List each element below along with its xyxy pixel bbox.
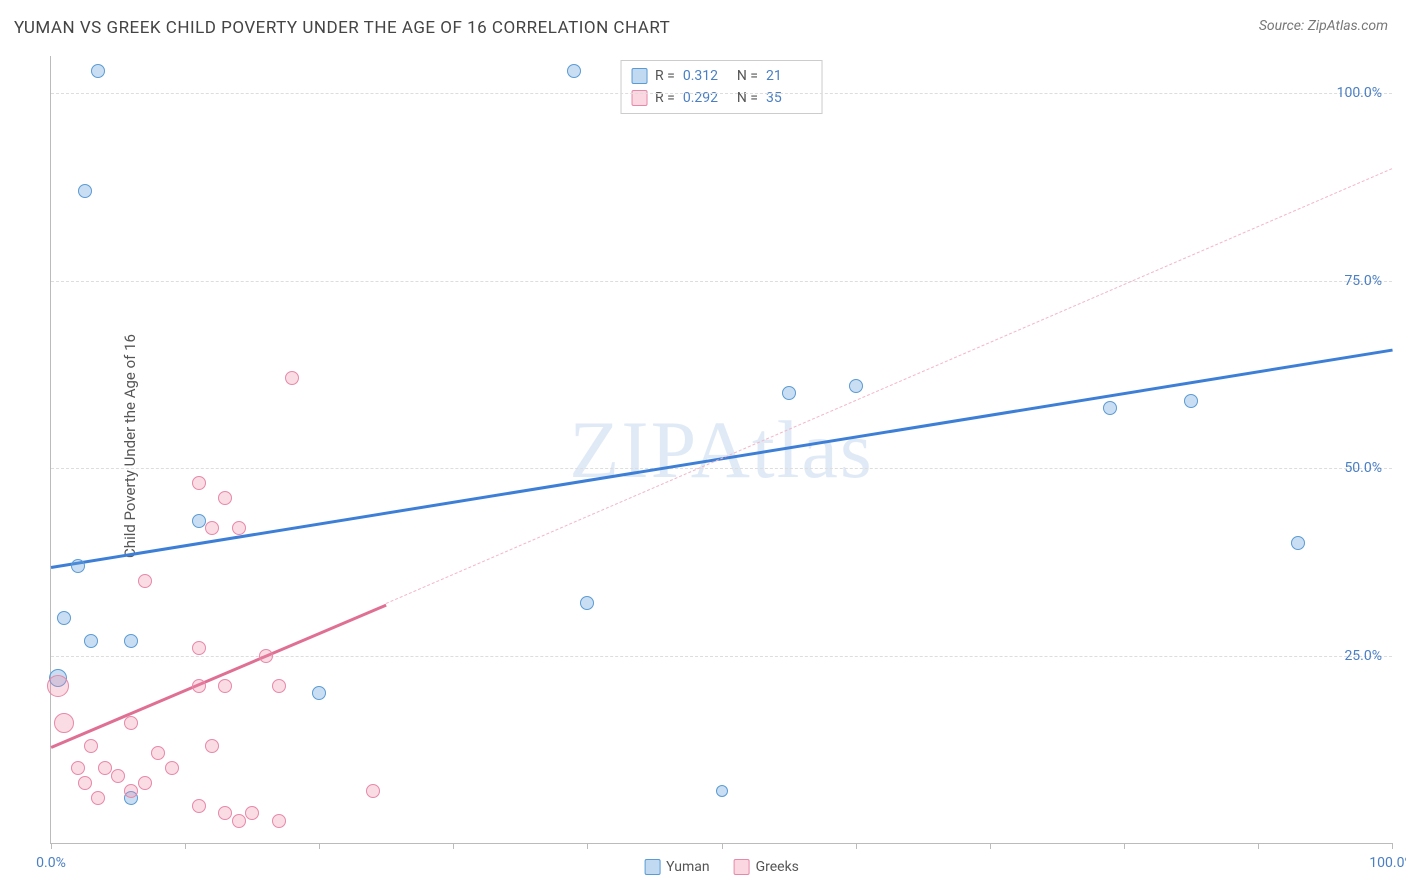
r-label: R = <box>655 87 675 109</box>
y-tick-label: 25.0% <box>1344 648 1382 664</box>
data-point-greeks <box>218 679 232 693</box>
source-attribution: Source: ZipAtlas.com <box>1259 18 1388 34</box>
x-tick <box>453 843 454 849</box>
data-point-greeks <box>78 776 92 790</box>
data-point-greeks <box>205 739 219 753</box>
source-name: ZipAtlas.com <box>1308 18 1388 34</box>
data-point-greeks <box>71 761 85 775</box>
data-point-greeks <box>165 761 179 775</box>
data-point-greeks <box>272 679 286 693</box>
y-tick-label: 50.0% <box>1344 460 1382 476</box>
data-point-yuman <box>78 184 92 198</box>
data-point-yuman <box>782 386 796 400</box>
source-label: Source: <box>1259 18 1308 34</box>
legend-row-greeks: R = 0.292 N = 35 <box>631 87 812 109</box>
chart-title: YUMAN VS GREEK CHILD POVERTY UNDER THE A… <box>14 18 670 38</box>
x-tick <box>856 843 857 849</box>
legend-row-yuman: R = 0.312 N = 21 <box>631 65 812 87</box>
data-point-yuman <box>57 611 71 625</box>
gridline <box>51 93 1392 94</box>
data-point-greeks <box>192 679 206 693</box>
legend-swatch-pink <box>734 859 750 875</box>
data-point-yuman <box>716 785 728 797</box>
x-tick <box>1258 843 1259 849</box>
plot-area: ZIPAtlas R = 0.312 N = 21 R = 0.292 N = … <box>50 56 1392 844</box>
chart-container: YUMAN VS GREEK CHILD POVERTY UNDER THE A… <box>0 0 1406 892</box>
data-point-greeks <box>366 784 380 798</box>
n-label: N = <box>737 65 758 87</box>
data-point-yuman <box>312 686 326 700</box>
x-tick-label: 100.0% <box>1369 855 1406 871</box>
data-point-greeks <box>205 521 219 535</box>
watermark: ZIPAtlas <box>569 403 874 497</box>
data-point-greeks <box>192 476 206 490</box>
data-point-greeks <box>232 521 246 535</box>
data-point-yuman <box>1291 536 1305 550</box>
data-point-greeks <box>272 814 286 828</box>
r-value: 0.292 <box>683 87 729 109</box>
gridline <box>51 468 1392 469</box>
data-point-greeks <box>124 784 138 798</box>
data-point-yuman <box>84 634 98 648</box>
data-point-yuman <box>580 596 594 610</box>
data-point-greeks <box>91 791 105 805</box>
x-tick <box>51 843 52 849</box>
x-tick <box>722 843 723 849</box>
x-tick-label: 0.0% <box>36 855 66 871</box>
data-point-yuman <box>91 64 105 78</box>
data-point-greeks <box>138 776 152 790</box>
y-tick-label: 75.0% <box>1344 273 1382 289</box>
data-point-greeks <box>259 649 273 663</box>
data-point-yuman <box>1103 401 1117 415</box>
data-point-greeks <box>84 739 98 753</box>
regression-line-dashed-greeks <box>386 168 1392 604</box>
x-tick <box>1124 843 1125 849</box>
data-point-yuman <box>567 64 581 78</box>
x-tick <box>587 843 588 849</box>
data-point-yuman <box>192 514 206 528</box>
data-point-greeks <box>111 769 125 783</box>
data-point-greeks <box>218 806 232 820</box>
x-tick <box>990 843 991 849</box>
legend-swatch-blue <box>631 68 647 84</box>
data-point-greeks <box>151 746 165 760</box>
gridline <box>51 656 1392 657</box>
legend-item-yuman: Yuman <box>644 859 709 875</box>
data-point-greeks <box>218 491 232 505</box>
data-point-yuman <box>71 559 85 573</box>
r-value: 0.312 <box>683 65 729 87</box>
data-point-greeks <box>54 713 74 733</box>
data-point-greeks <box>98 761 112 775</box>
data-point-greeks <box>47 675 69 697</box>
n-label: N = <box>737 87 758 109</box>
x-tick <box>1392 843 1393 849</box>
data-point-yuman <box>849 379 863 393</box>
r-label: R = <box>655 65 675 87</box>
legend-swatch-pink <box>631 90 647 106</box>
data-point-greeks <box>285 371 299 385</box>
data-point-yuman <box>124 634 138 648</box>
data-point-yuman <box>1184 394 1198 408</box>
regression-line-greeks <box>51 603 387 748</box>
data-point-greeks <box>138 574 152 588</box>
data-point-greeks <box>192 641 206 655</box>
gridline <box>51 281 1392 282</box>
legend-swatch-blue <box>644 859 660 875</box>
legend-item-greeks: Greeks <box>734 859 799 875</box>
legend-label: Yuman <box>666 859 709 875</box>
x-tick <box>319 843 320 849</box>
data-point-greeks <box>232 814 246 828</box>
data-point-greeks <box>245 806 259 820</box>
series-legend: Yuman Greeks <box>644 859 799 875</box>
y-tick-label: 100.0% <box>1337 85 1382 101</box>
legend-label: Greeks <box>756 859 799 875</box>
n-value: 35 <box>766 87 812 109</box>
data-point-greeks <box>192 799 206 813</box>
correlation-legend: R = 0.312 N = 21 R = 0.292 N = 35 <box>620 60 823 114</box>
x-tick <box>185 843 186 849</box>
data-point-greeks <box>124 716 138 730</box>
n-value: 21 <box>766 65 812 87</box>
